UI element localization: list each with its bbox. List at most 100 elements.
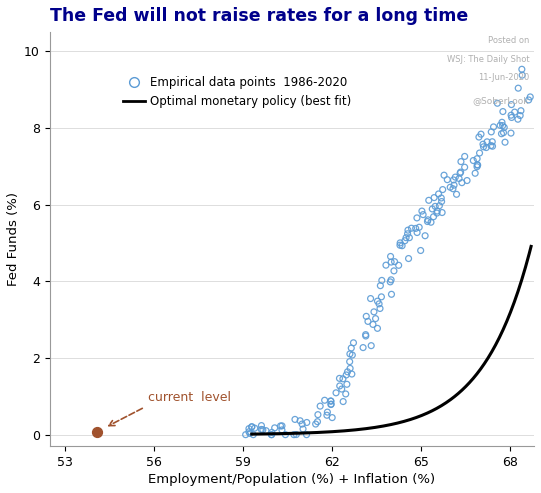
- Point: [479, 140, 487, 148]
- Point: [395, 241, 404, 249]
- Point: [292, 430, 301, 438]
- Point: [473, 161, 482, 169]
- Point: [473, 163, 481, 171]
- Point: [387, 258, 395, 266]
- Point: [506, 129, 515, 137]
- Point: [460, 163, 469, 171]
- Point: [487, 128, 496, 136]
- Point: [390, 267, 398, 275]
- Point: [93, 427, 102, 435]
- Point: [456, 168, 465, 176]
- Point: [302, 419, 311, 426]
- Point: [359, 344, 367, 352]
- Point: [431, 203, 439, 211]
- Point: [396, 239, 405, 247]
- Point: [489, 123, 498, 131]
- Legend: Empirical data points  1986-2020, Optimal monetary policy (best fit): Empirical data points 1986-2020, Optimal…: [118, 71, 357, 112]
- Point: [488, 142, 497, 150]
- Point: [437, 198, 446, 206]
- Point: [499, 129, 508, 137]
- Point: [469, 157, 478, 165]
- Point: [404, 254, 413, 262]
- Point: [327, 401, 335, 409]
- Point: [493, 99, 502, 107]
- Point: [496, 121, 504, 129]
- Y-axis label: Fed Funds (%): Fed Funds (%): [7, 192, 20, 286]
- Point: [440, 171, 448, 179]
- Point: [518, 66, 526, 73]
- Point: [327, 397, 335, 405]
- Point: [375, 300, 384, 308]
- Point: [267, 431, 276, 439]
- Point: [361, 332, 370, 340]
- Point: [346, 350, 354, 358]
- Point: [438, 209, 446, 216]
- Point: [387, 276, 395, 284]
- Point: [435, 202, 444, 210]
- Point: [526, 93, 535, 101]
- Point: [471, 169, 479, 177]
- Point: [314, 411, 322, 419]
- Point: [514, 84, 523, 92]
- Point: [322, 411, 331, 419]
- Point: [403, 230, 412, 238]
- Point: [497, 130, 506, 138]
- Point: [429, 213, 438, 221]
- Point: [376, 282, 385, 289]
- Point: [248, 423, 256, 431]
- Point: [316, 402, 325, 410]
- Point: [446, 183, 454, 191]
- Point: [267, 428, 276, 436]
- Point: [517, 107, 525, 115]
- Point: [370, 308, 378, 316]
- Point: [366, 295, 375, 303]
- Point: [373, 297, 382, 305]
- Point: [278, 426, 286, 434]
- Text: Posted on: Posted on: [488, 36, 529, 45]
- Point: [362, 313, 371, 320]
- Point: [458, 179, 466, 187]
- Point: [343, 368, 352, 376]
- Point: [364, 317, 372, 325]
- Point: [501, 138, 510, 146]
- Point: [339, 398, 347, 406]
- Point: [425, 196, 433, 204]
- Point: [394, 261, 403, 269]
- Point: [398, 242, 406, 249]
- Point: [259, 426, 267, 434]
- Point: [276, 422, 285, 430]
- Point: [377, 293, 386, 301]
- Point: [475, 149, 484, 157]
- Point: [413, 214, 421, 222]
- Point: [373, 324, 382, 332]
- Point: [332, 389, 340, 397]
- Point: [455, 175, 464, 182]
- Point: [437, 194, 446, 202]
- Point: [516, 111, 524, 119]
- Point: [452, 190, 461, 198]
- Point: [289, 431, 298, 439]
- Point: [518, 71, 526, 79]
- Point: [438, 186, 447, 194]
- Point: [507, 113, 516, 121]
- Point: [338, 385, 346, 393]
- Point: [479, 143, 488, 151]
- Point: [349, 339, 358, 347]
- Point: [371, 315, 380, 322]
- Point: [281, 431, 290, 439]
- Point: [375, 305, 384, 313]
- Point: [419, 211, 427, 218]
- Point: [291, 416, 299, 423]
- Point: [262, 427, 270, 435]
- Point: [443, 176, 452, 183]
- Point: [249, 431, 258, 439]
- Point: [451, 173, 460, 181]
- Point: [367, 342, 375, 350]
- Point: [407, 224, 416, 232]
- Point: [483, 138, 491, 146]
- Point: [418, 207, 426, 215]
- Point: [411, 224, 420, 232]
- Point: [323, 408, 332, 416]
- Point: [368, 320, 377, 328]
- Point: [482, 143, 491, 151]
